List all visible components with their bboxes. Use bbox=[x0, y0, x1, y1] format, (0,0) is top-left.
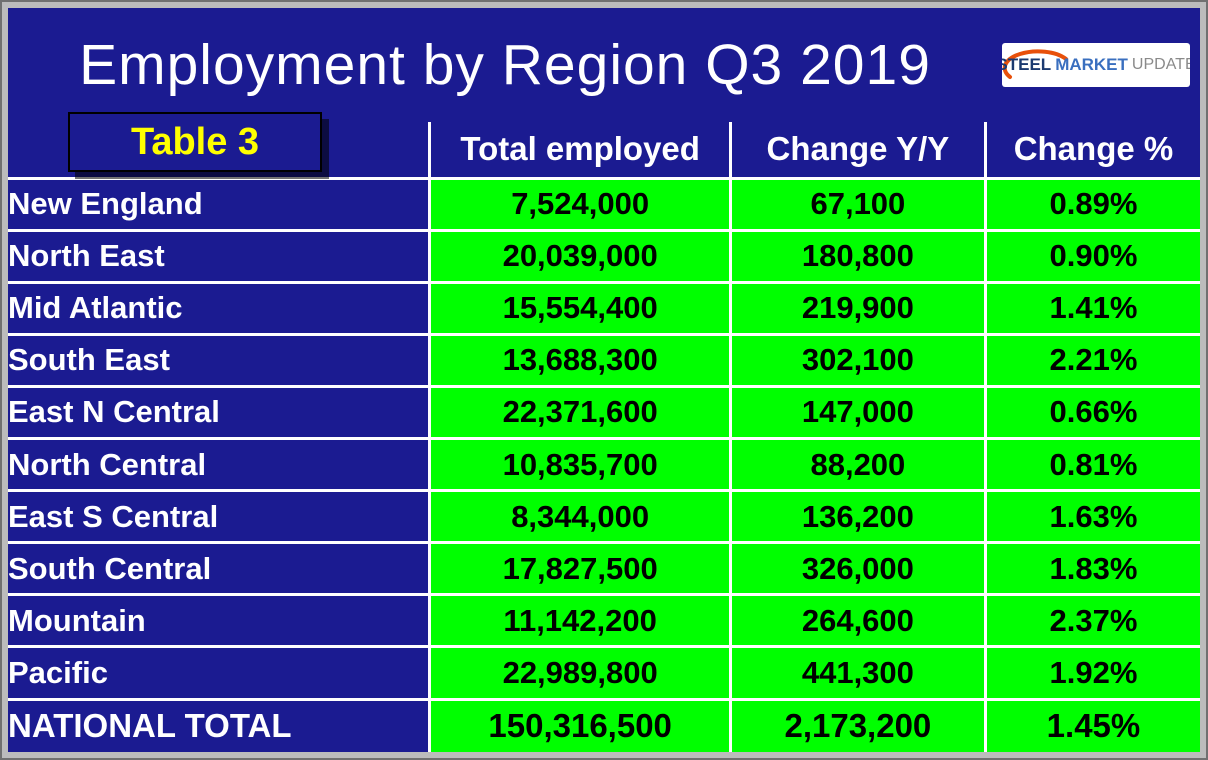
change-pct-cell: 0.81% bbox=[983, 437, 1200, 493]
region-name: Mountain bbox=[8, 593, 432, 649]
region-name: East N Central bbox=[8, 384, 432, 441]
change-pct-cell: 1.41% bbox=[983, 280, 1200, 336]
total-employed-cell: 22,371,600 bbox=[428, 384, 732, 441]
total-employed-cell: 10,835,700 bbox=[428, 437, 732, 493]
table-label: Table 3 bbox=[68, 112, 322, 172]
region-name: Pacific bbox=[8, 645, 432, 701]
change-pct-cell: 1.45% bbox=[983, 697, 1200, 752]
change-pct-cell: 2.21% bbox=[983, 332, 1200, 388]
change-yy-cell: 302,100 bbox=[728, 332, 987, 388]
region-name: North East bbox=[8, 228, 432, 284]
smu-logo: STEEL MARKET UPDATE bbox=[1002, 43, 1190, 87]
change-yy-cell: 67,100 bbox=[728, 176, 987, 232]
total-employed-cell: 8,344,000 bbox=[428, 489, 732, 545]
region-name: South Central bbox=[8, 541, 432, 597]
table-row: North East 20,039,000 180,800 0.90% bbox=[8, 228, 1200, 284]
total-employed-cell: 150,316,500 bbox=[428, 697, 732, 752]
change-yy-cell: 219,900 bbox=[728, 280, 987, 336]
change-yy-cell: 136,200 bbox=[728, 489, 987, 545]
change-pct-cell: 0.90% bbox=[983, 228, 1200, 284]
region-name: NATIONAL TOTAL bbox=[8, 697, 432, 752]
table-row: East N Central 22,371,600 147,000 0.66% bbox=[8, 384, 1200, 441]
logo-steel-text: STEEL bbox=[1002, 55, 1052, 74]
change-yy-cell: 2,173,200 bbox=[728, 697, 987, 752]
total-employed-cell: 13,688,300 bbox=[428, 332, 732, 388]
table-row: South East 13,688,300 302,100 2.21% bbox=[8, 332, 1200, 388]
total-employed-cell: 20,039,000 bbox=[428, 228, 732, 284]
logo-update-text: UPDATE bbox=[1131, 56, 1190, 73]
change-yy-cell: 180,800 bbox=[728, 228, 987, 284]
change-yy-cell: 441,300 bbox=[728, 645, 987, 701]
page-title: Employment by Region Q3 2019 bbox=[79, 33, 931, 97]
region-name: East S Central bbox=[8, 489, 432, 545]
region-name: North Central bbox=[8, 437, 432, 493]
total-employed-cell: 22,989,800 bbox=[428, 645, 732, 701]
table-row: Pacific 22,989,800 441,300 1.92% bbox=[8, 645, 1200, 701]
change-pct-cell: 1.92% bbox=[983, 645, 1200, 701]
change-pct-cell: 0.89% bbox=[983, 176, 1200, 232]
total-employed-cell: 7,524,000 bbox=[428, 176, 732, 232]
table-row: New England 7,524,000 67,100 0.89% bbox=[8, 176, 1200, 232]
table-row: North Central 10,835,700 88,200 0.81% bbox=[8, 437, 1200, 493]
change-yy-cell: 326,000 bbox=[728, 541, 987, 597]
employment-table: Total employed Change Y/Y Change % New E… bbox=[8, 122, 1200, 752]
total-employed-cell: 17,827,500 bbox=[428, 541, 732, 597]
total-employed-cell: 15,554,400 bbox=[428, 280, 732, 336]
header-change-yy: Change Y/Y bbox=[728, 122, 987, 180]
change-yy-cell: 88,200 bbox=[728, 437, 987, 493]
table-row: East S Central 8,344,000 136,200 1.63% bbox=[8, 489, 1200, 545]
total-employed-cell: 11,142,200 bbox=[428, 593, 732, 649]
table-row: Mountain 11,142,200 264,600 2.37% bbox=[8, 593, 1200, 649]
table-row: Mid Atlantic 15,554,400 219,900 1.41% bbox=[8, 280, 1200, 336]
region-name: New England bbox=[8, 176, 432, 232]
table-row: South Central 17,827,500 326,000 1.83% bbox=[8, 541, 1200, 597]
logo-market-text: MARKET bbox=[1055, 55, 1128, 74]
change-pct-cell: 1.63% bbox=[983, 489, 1200, 545]
table-area: Table 3 Total employed Change Y/Y Change… bbox=[8, 112, 1200, 752]
change-yy-cell: 264,600 bbox=[728, 593, 987, 649]
change-pct-cell: 1.83% bbox=[983, 541, 1200, 597]
header-total-employed: Total employed bbox=[428, 122, 732, 180]
title-row: Employment by Region Q3 2019 STEEL MARKE… bbox=[8, 8, 1200, 122]
region-name: Mid Atlantic bbox=[8, 280, 432, 336]
table-row-national-total: NATIONAL TOTAL 150,316,500 2,173,200 1.4… bbox=[8, 697, 1200, 752]
change-yy-cell: 147,000 bbox=[728, 384, 987, 441]
change-pct-cell: 0.66% bbox=[983, 384, 1200, 441]
slide-panel: Employment by Region Q3 2019 STEEL MARKE… bbox=[8, 8, 1200, 752]
change-pct-cell: 2.37% bbox=[983, 593, 1200, 649]
region-name: South East bbox=[8, 332, 432, 388]
header-change-pct: Change % bbox=[983, 122, 1200, 180]
